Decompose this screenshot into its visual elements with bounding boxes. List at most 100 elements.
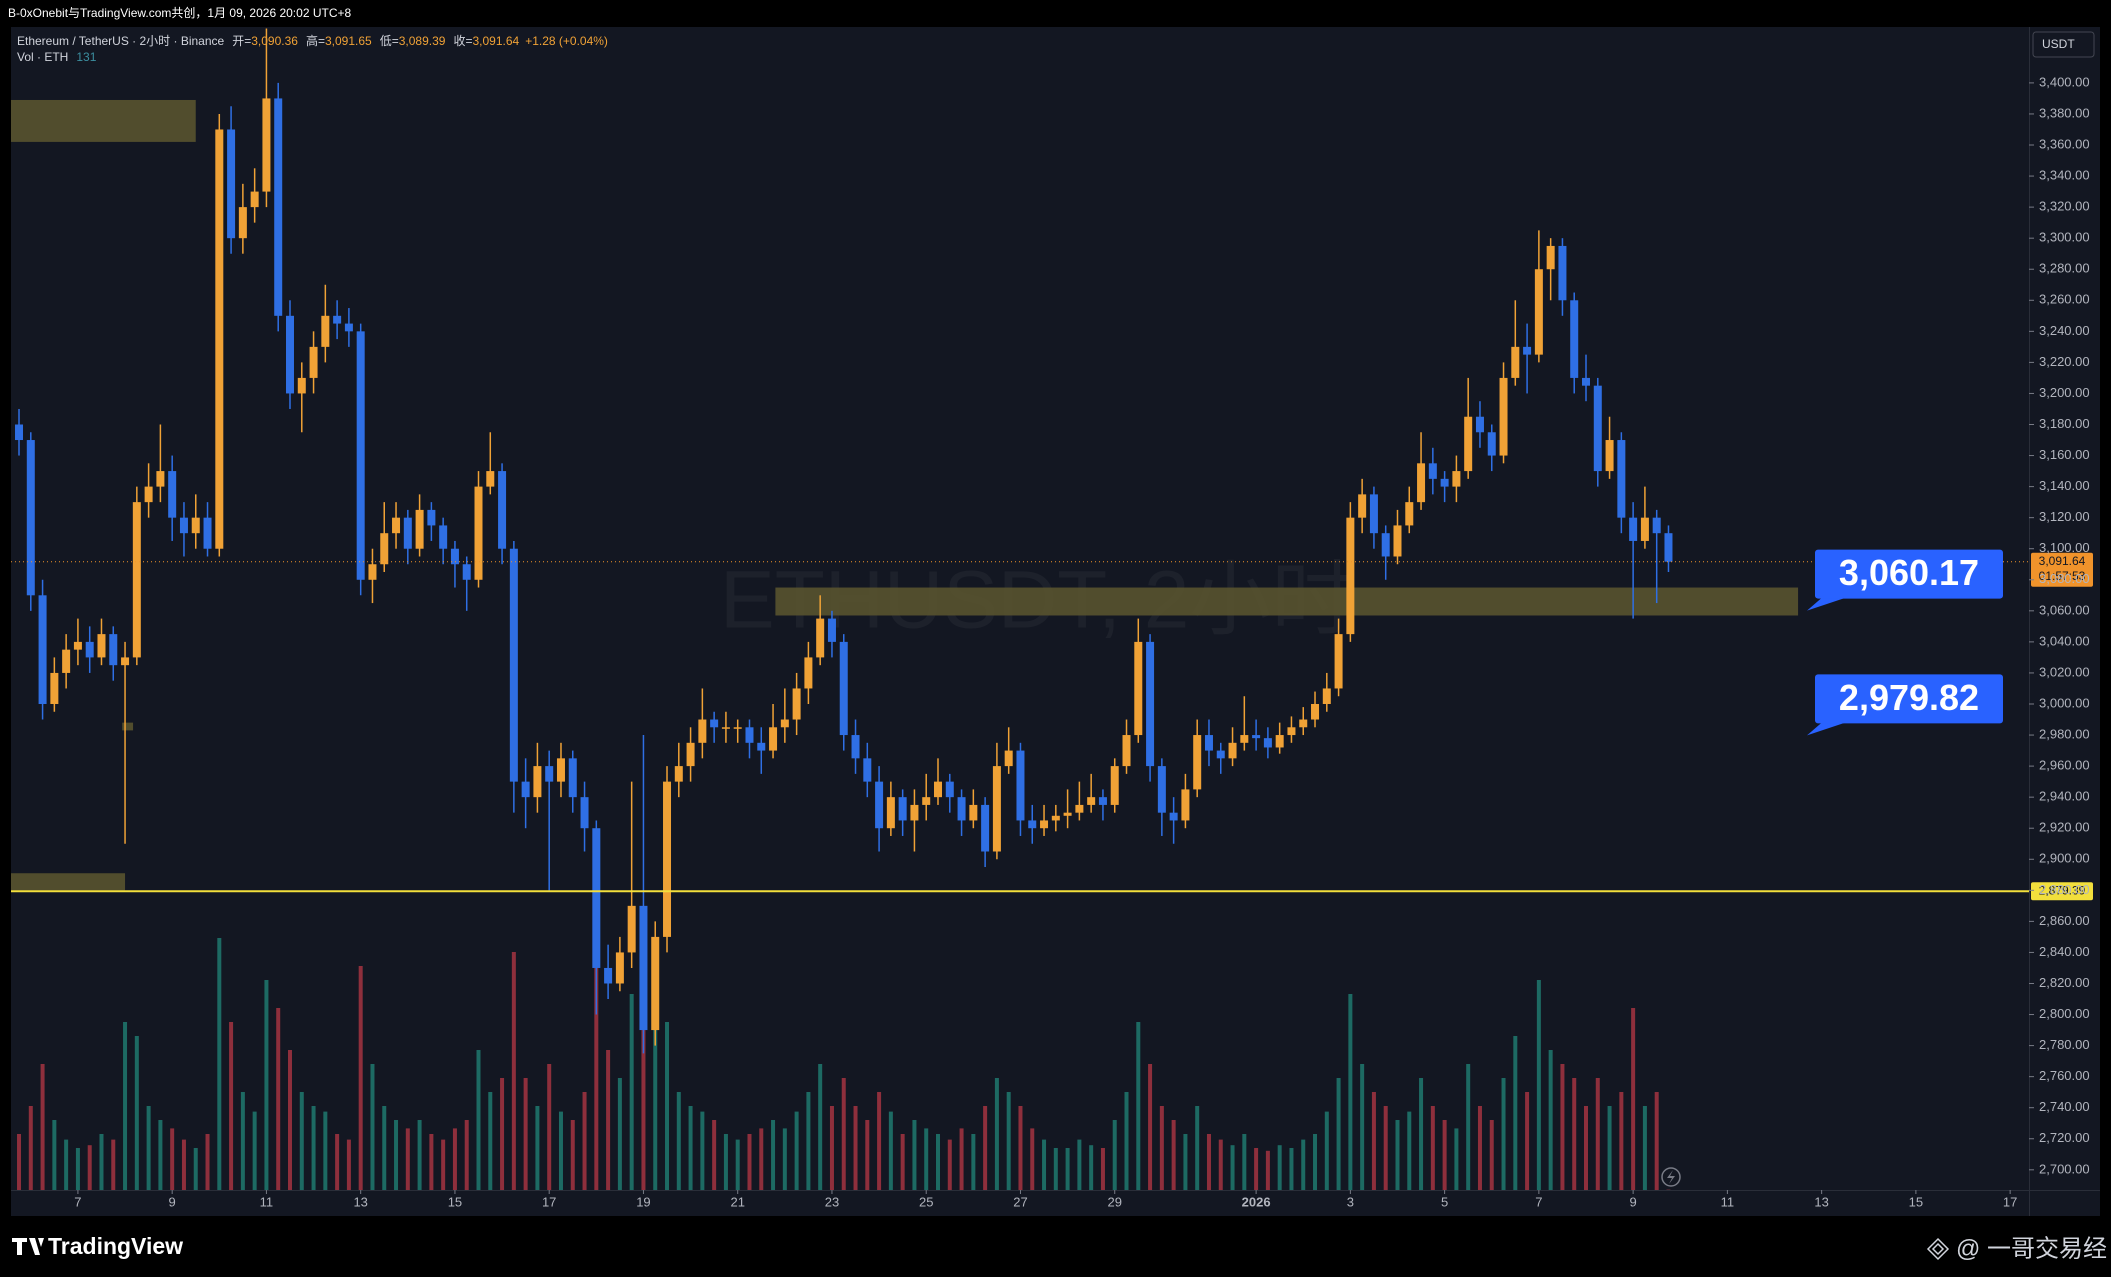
volume-bar bbox=[818, 1064, 823, 1190]
ohlc-value: 3,091.65 bbox=[325, 34, 372, 48]
candle-body bbox=[733, 727, 742, 729]
y-tick-label: 3,240.00 bbox=[2039, 323, 2090, 338]
volume-bar bbox=[441, 1139, 446, 1190]
y-tick-label: 3,380.00 bbox=[2039, 105, 2090, 120]
candle-body bbox=[250, 191, 259, 208]
candle-body bbox=[1240, 735, 1249, 743]
volume-bar bbox=[1195, 1106, 1200, 1190]
candle-body bbox=[1146, 641, 1155, 767]
candle-body bbox=[392, 517, 401, 534]
candle-body bbox=[1004, 750, 1013, 767]
candle-body bbox=[144, 486, 153, 503]
volume-bar bbox=[134, 1036, 139, 1190]
icon-circle[interactable] bbox=[1661, 1167, 1681, 1187]
x-tick-label: 29 bbox=[1107, 1194, 1121, 1209]
volume-bar bbox=[688, 1106, 693, 1190]
y-tick-label: 3,120.00 bbox=[2039, 509, 2090, 524]
volume-label: Vol · ETH bbox=[17, 50, 68, 64]
y-tick-label: 3,200.00 bbox=[2039, 385, 2090, 400]
candle-body bbox=[1369, 494, 1378, 534]
candle-body bbox=[215, 129, 224, 549]
candle-body bbox=[26, 440, 35, 596]
volume-bar bbox=[1548, 1050, 1553, 1190]
level-label-box bbox=[2031, 882, 2093, 901]
volume-bar bbox=[75, 1148, 80, 1190]
candle-body bbox=[1428, 463, 1437, 479]
candle-body bbox=[804, 657, 813, 689]
volume-bar bbox=[1112, 1120, 1117, 1190]
candle-body bbox=[568, 758, 577, 798]
volume-bar bbox=[17, 1134, 22, 1190]
volume-bar bbox=[1301, 1139, 1306, 1190]
x-tick-label: 5 bbox=[1441, 1194, 1448, 1209]
volume-bar bbox=[1100, 1148, 1105, 1190]
candle-body bbox=[179, 517, 188, 534]
volume-bar bbox=[959, 1128, 964, 1190]
volume-bar bbox=[935, 1134, 940, 1190]
candle-body bbox=[1204, 735, 1213, 751]
candle-body bbox=[227, 129, 236, 239]
volume-bar bbox=[1525, 1092, 1530, 1190]
candle-body bbox=[686, 742, 695, 767]
ohlc-eq: = bbox=[244, 34, 251, 48]
callout-pointer bbox=[1807, 722, 1846, 736]
volume-bar bbox=[358, 966, 363, 1190]
volume-bar bbox=[335, 1134, 340, 1190]
header-text: B-0xOnebit与TradingView.com共创，1月 09, 2026… bbox=[8, 6, 351, 20]
volume-bar bbox=[476, 1050, 481, 1190]
volume-bar bbox=[653, 1008, 658, 1190]
currency: USDT bbox=[2042, 37, 2075, 51]
volume-legend: Vol · ETH 131 bbox=[17, 50, 97, 64]
volume-value: 131 bbox=[76, 50, 96, 64]
volume-bar bbox=[205, 1134, 210, 1190]
candle-body bbox=[156, 471, 165, 487]
volume-bar bbox=[87, 1145, 92, 1190]
currency-box[interactable] bbox=[2032, 31, 2095, 58]
callout-box bbox=[1815, 549, 2003, 599]
volume-bar bbox=[217, 938, 222, 1190]
volume-bar bbox=[311, 1106, 316, 1190]
volume-bar bbox=[1607, 1106, 1612, 1190]
candle-body bbox=[945, 781, 954, 798]
volume-bar bbox=[547, 1064, 552, 1190]
candle-body bbox=[1134, 641, 1143, 736]
x-tick-label: 2026 bbox=[1242, 1194, 1271, 1209]
candle-body bbox=[1664, 533, 1673, 562]
y-tick-label: 3,320.00 bbox=[2039, 199, 2090, 214]
replay-icon[interactable] bbox=[1661, 1167, 1681, 1187]
volume-bar bbox=[1053, 1148, 1058, 1190]
candle-body bbox=[792, 688, 801, 720]
x-tick-label: 7 bbox=[74, 1194, 81, 1209]
volume-bar bbox=[1419, 1078, 1424, 1190]
volume-bar bbox=[971, 1134, 976, 1190]
y-tick-label: 3,140.00 bbox=[2039, 478, 2090, 493]
candle-body bbox=[285, 315, 294, 394]
y-tick-label: 2,880.00 bbox=[2039, 882, 2090, 897]
brand: TradingView bbox=[48, 1233, 183, 1259]
candle-body bbox=[745, 727, 754, 743]
volume-bar bbox=[64, 1139, 69, 1190]
candle-body bbox=[62, 649, 71, 673]
candle-body bbox=[132, 502, 141, 658]
candle-body bbox=[309, 346, 318, 378]
credit-icon bbox=[1926, 1237, 1950, 1261]
volume-bar bbox=[1159, 1106, 1164, 1190]
symbol: Ethereum / TetherUS · 2小时 · Binance bbox=[17, 34, 225, 48]
candle-body bbox=[1546, 245, 1555, 270]
volume-bar bbox=[429, 1134, 434, 1190]
candle-body bbox=[97, 634, 106, 658]
volume-bar bbox=[841, 1078, 846, 1190]
candle-body bbox=[1322, 688, 1331, 704]
candle-body bbox=[1110, 766, 1119, 805]
y-tick-label: 2,960.00 bbox=[2039, 758, 2090, 773]
candle-body bbox=[1582, 377, 1591, 386]
x-tick-label: 7 bbox=[1535, 1194, 1542, 1209]
candle-body bbox=[922, 797, 931, 805]
y-tick-label: 2,700.00 bbox=[2039, 1161, 2090, 1176]
ohlc-label: 开 bbox=[232, 34, 244, 48]
candle-body bbox=[1640, 517, 1649, 541]
candle-body bbox=[333, 315, 342, 324]
volume-bar bbox=[1077, 1139, 1082, 1190]
volume-bar bbox=[1018, 1106, 1023, 1190]
ohlc-label: 高 bbox=[306, 33, 318, 48]
